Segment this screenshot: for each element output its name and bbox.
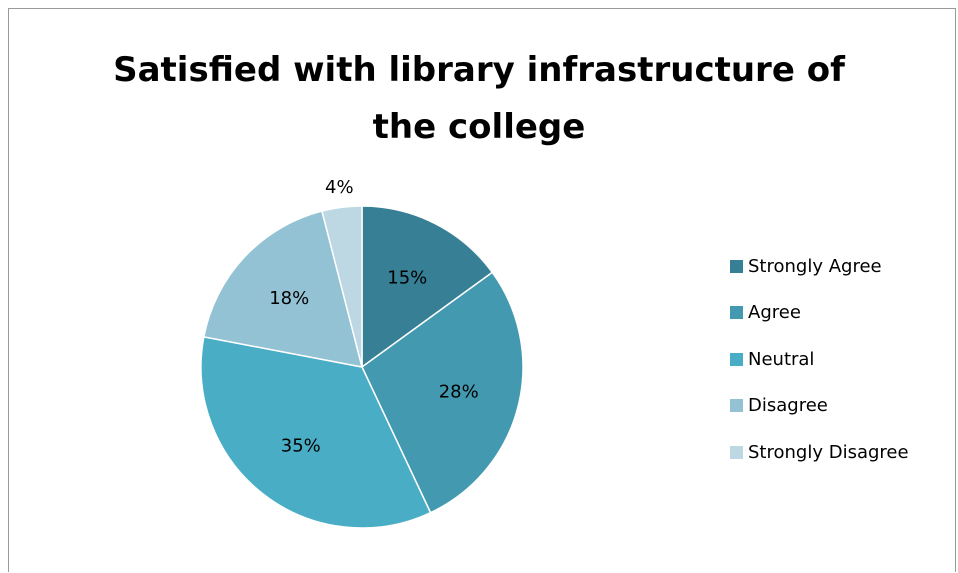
- legend-item-strongly-agree: Strongly Agree: [730, 255, 950, 277]
- data-label-neutral: 35%: [281, 435, 321, 456]
- legend-label: Neutral: [748, 348, 815, 370]
- chart-area: Satisfied with library infrastructure of…: [8, 8, 956, 572]
- chart-title: Satisfied with library infrastructure of…: [9, 42, 949, 156]
- data-label-strongly-agree: 15%: [387, 268, 427, 289]
- pie-slice-neutral: [200, 335, 432, 529]
- pie-slice-strongly-agree: [361, 205, 494, 369]
- legend-item-disagree: Disagree: [730, 395, 950, 417]
- legend-swatch: [730, 399, 743, 412]
- pie-slice-agree: [361, 271, 524, 514]
- data-label-disagree: 18%: [269, 288, 309, 309]
- legend-label: Disagree: [748, 395, 828, 416]
- legend-item-agree: Agree: [730, 302, 950, 324]
- legend-label: Strongly Agree: [748, 255, 882, 277]
- legend-label: Strongly Disagree: [748, 441, 909, 463]
- chart-title-line-2: the college: [372, 107, 586, 147]
- data-label-strongly-disagree: 4%: [325, 177, 354, 198]
- pie-slice-disagree: [202, 210, 364, 368]
- legend-item-neutral: Neutral: [730, 348, 950, 370]
- pie-slice-strongly-disagree: [321, 205, 363, 368]
- legend-label: Agree: [748, 302, 801, 323]
- chart-title-line-1: Satisfied with library infrastructure of: [113, 50, 845, 90]
- legend-swatch: [730, 306, 743, 319]
- legend-swatch: [730, 445, 743, 459]
- legend-swatch: [730, 352, 743, 366]
- legend-swatch: [730, 259, 743, 273]
- data-label-agree: 28%: [439, 381, 479, 402]
- chart-legend: Strongly Agree Agree Neutral Disagree Strong…: [730, 255, 950, 488]
- legend-item-strongly-disagree: Strongly Disagree: [730, 441, 950, 463]
